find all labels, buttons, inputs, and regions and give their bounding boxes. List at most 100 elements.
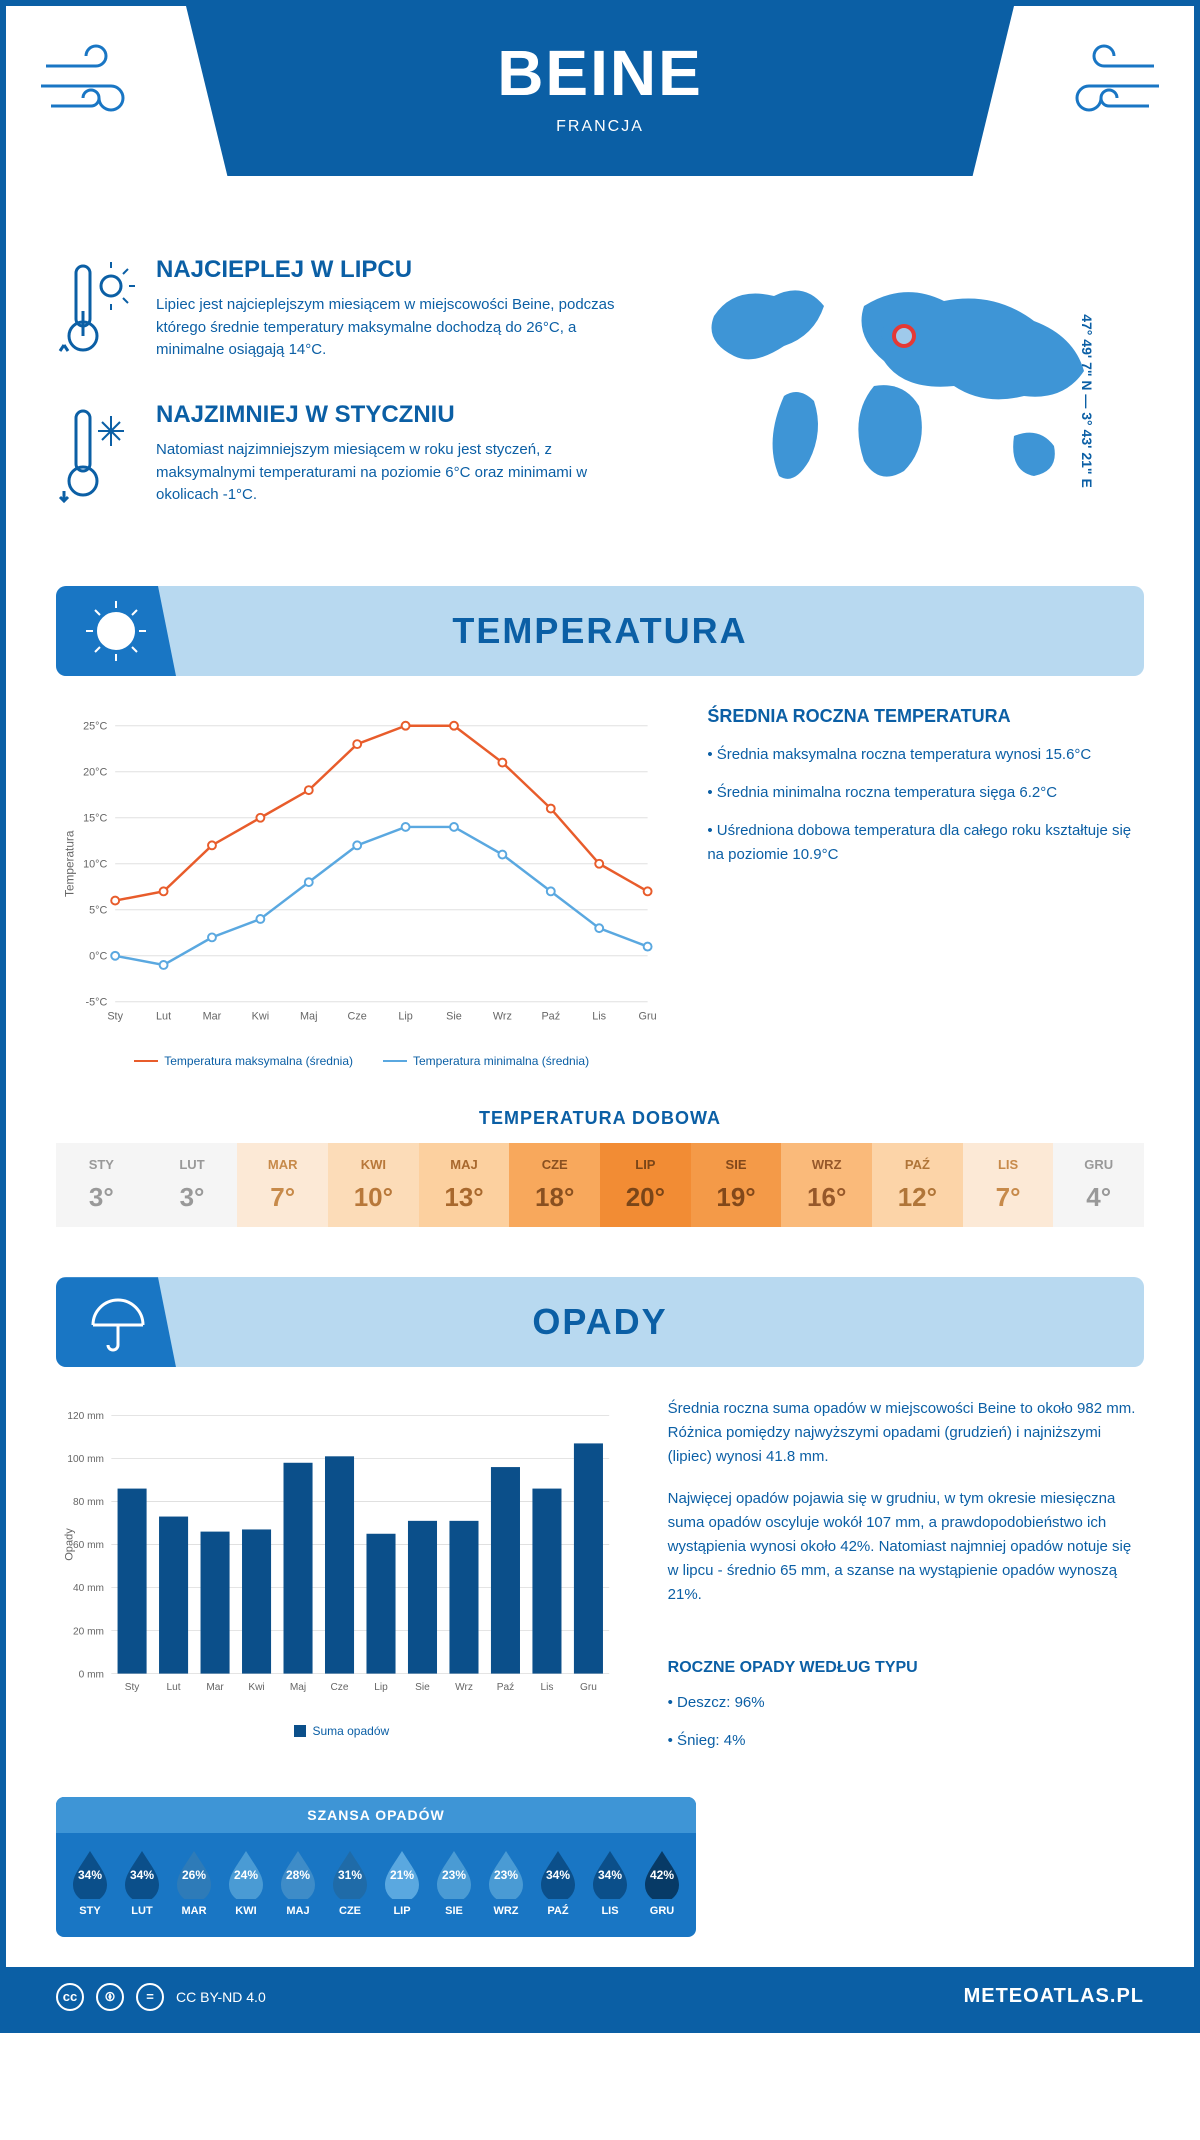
nd-icon: = xyxy=(136,1983,164,2011)
chart-legend: Suma opadów xyxy=(56,1724,628,1738)
chance-drop: 34%PAŹ xyxy=(537,1847,579,1917)
chance-title: SZANSA OPADÓW xyxy=(56,1797,696,1833)
summary-para: Średnia roczna suma opadów w miejscowośc… xyxy=(668,1397,1144,1469)
daily-month: MAR xyxy=(237,1157,328,1172)
summary-bullet: • Średnia maksymalna roczna temperatura … xyxy=(707,743,1144,767)
chance-drops-row: 34%STY34%LUT26%MAR24%KWI28%MAJ31%CZE21%L… xyxy=(56,1833,696,1923)
sun-icon xyxy=(56,586,176,676)
daily-month: GRU xyxy=(1053,1157,1144,1172)
daily-month: STY xyxy=(56,1157,147,1172)
chance-month: LIP xyxy=(381,1905,423,1917)
chance-drop: 34% LIS xyxy=(589,1847,631,1917)
svg-text:Sty: Sty xyxy=(107,1011,123,1023)
chance-percent: 21% xyxy=(390,1868,414,1882)
by-icon: 🅯 xyxy=(96,1983,124,2011)
daily-cell: SIE19° xyxy=(691,1143,782,1227)
chance-percent: 34% xyxy=(546,1868,570,1882)
thermometer-snow-icon xyxy=(56,401,136,516)
content: NAJCIEPLEJ W LIPCU Lipiec jest najcieple… xyxy=(6,226,1194,1967)
svg-text:-5°C: -5°C xyxy=(85,997,107,1009)
chance-percent: 34% xyxy=(78,1868,102,1882)
svg-text:100 mm: 100 mm xyxy=(67,1454,104,1465)
svg-text:Kwi: Kwi xyxy=(252,1011,269,1023)
footer: cc 🅯 = CC BY-ND 4.0 METEOATLAS.PL xyxy=(6,1967,1194,2027)
svg-text:60 mm: 60 mm xyxy=(73,1540,104,1551)
header: BEINE FRANCJA xyxy=(6,6,1194,226)
svg-text:Kwi: Kwi xyxy=(248,1682,264,1693)
svg-text:Gru: Gru xyxy=(639,1011,657,1023)
precip-type-title: ROCZNE OPADY WEDŁUG TYPU xyxy=(668,1655,1144,1681)
chance-drop: 21% LIP xyxy=(381,1847,423,1917)
daily-cell: CZE 18° xyxy=(509,1143,600,1227)
daily-value: 4° xyxy=(1053,1182,1144,1213)
chance-percent: 23% xyxy=(442,1868,466,1882)
daily-cell: MAJ13° xyxy=(419,1143,510,1227)
daily-month: KWI xyxy=(328,1157,419,1172)
page-root: BEINE FRANCJA NAJCIEPLEJ W LIPCU Lipiec … xyxy=(0,0,1200,2033)
chance-month: GRU xyxy=(641,1905,683,1917)
daily-month: PAŹ xyxy=(872,1157,963,1172)
legend-label: Temperatura maksymalna (średnia) xyxy=(164,1054,353,1068)
chance-percent: 34% xyxy=(598,1868,622,1882)
section-title: TEMPERATURA xyxy=(56,610,1144,652)
svg-text:Maj: Maj xyxy=(300,1011,317,1023)
summary-bullet: • Średnia minimalna roczna temperatura s… xyxy=(707,781,1144,805)
site-name: METEOATLAS.PL xyxy=(964,1985,1144,2008)
umbrella-icon xyxy=(56,1277,176,1367)
chance-drop: 26%MAR xyxy=(173,1847,215,1917)
section-title: OPADY xyxy=(56,1301,1144,1343)
license-label: CC BY-ND 4.0 xyxy=(176,1989,266,2005)
daily-month: LIP xyxy=(600,1157,691,1172)
chance-month: LIS xyxy=(589,1905,631,1917)
legend-label: Suma opadów xyxy=(312,1724,389,1738)
title-banner: BEINE FRANCJA xyxy=(186,6,1014,176)
svg-text:Maj: Maj xyxy=(290,1682,306,1693)
svg-text:Paź: Paź xyxy=(541,1011,560,1023)
svg-text:Temperatura: Temperatura xyxy=(63,830,77,897)
location-title: BEINE xyxy=(206,36,994,110)
daily-value: 20° xyxy=(600,1182,691,1213)
chance-drop: 34%LUT xyxy=(121,1847,163,1917)
chance-percent: 28% xyxy=(286,1868,310,1882)
svg-text:5°C: 5°C xyxy=(89,905,107,917)
daily-cell: KWI 10° xyxy=(328,1143,419,1227)
daily-value: 3° xyxy=(147,1182,238,1213)
intro-row: NAJCIEPLEJ W LIPCU Lipiec jest najcieple… xyxy=(56,256,1144,546)
temperature-line-chart: -5°C0°C5°C10°C15°C20°C25°CStyLutMarKwiMa… xyxy=(56,706,667,1068)
summary-para: Najwięcej opadów pojawia się w grudniu, … xyxy=(668,1487,1144,1607)
svg-text:Lut: Lut xyxy=(156,1011,171,1023)
svg-text:Lis: Lis xyxy=(540,1682,553,1693)
chance-month: MAR xyxy=(173,1905,215,1917)
daily-value: 3° xyxy=(56,1182,147,1213)
fact-text: Lipiec jest najcieplejszym miesiącem w m… xyxy=(156,294,634,362)
daily-value: 16° xyxy=(781,1182,872,1213)
legend-label: Temperatura minimalna (średnia) xyxy=(413,1054,589,1068)
chance-percent: 23% xyxy=(494,1868,518,1882)
fact-warmest: NAJCIEPLEJ W LIPCU Lipiec jest najcieple… xyxy=(56,256,634,371)
chance-drop: 28%MAJ xyxy=(277,1847,319,1917)
temperature-row: -5°C0°C5°C10°C15°C20°C25°CStyLutMarKwiMa… xyxy=(56,706,1144,1068)
daily-cell: LUT3° xyxy=(147,1143,238,1227)
chart-legend: Temperatura maksymalna (średnia) Tempera… xyxy=(56,1054,667,1068)
coordinates: 47° 49' 7" N — 3° 43' 21" E xyxy=(1079,314,1095,488)
chance-percent: 34% xyxy=(130,1868,154,1882)
svg-text:120 mm: 120 mm xyxy=(67,1411,104,1422)
daily-cell: MAR7° xyxy=(237,1143,328,1227)
svg-text:40 mm: 40 mm xyxy=(73,1583,104,1594)
daily-temp-title: TEMPERATURA DOBOWA xyxy=(56,1108,1144,1129)
svg-text:Mar: Mar xyxy=(203,1011,222,1023)
chance-month: KWI xyxy=(225,1905,267,1917)
location-country: FRANCJA xyxy=(206,118,994,136)
precipitation-bar-chart: 0 mm20 mm40 mm60 mm80 mm100 mm120 mmStyL… xyxy=(56,1397,628,1767)
svg-text:Wrz: Wrz xyxy=(455,1682,473,1693)
daily-value: 18° xyxy=(509,1182,600,1213)
thermometer-sun-icon xyxy=(56,256,136,371)
daily-value: 10° xyxy=(328,1182,419,1213)
svg-text:0°C: 0°C xyxy=(89,951,107,963)
cc-icon: cc xyxy=(56,1983,84,2011)
fact-text: Natomiast najzimniejszym miesiącem w rok… xyxy=(156,439,634,507)
daily-month: CZE xyxy=(509,1157,600,1172)
svg-text:Lip: Lip xyxy=(374,1682,388,1693)
daily-cell: PAŹ12° xyxy=(872,1143,963,1227)
precip-type-bullet: • Śnieg: 4% xyxy=(668,1729,1144,1753)
